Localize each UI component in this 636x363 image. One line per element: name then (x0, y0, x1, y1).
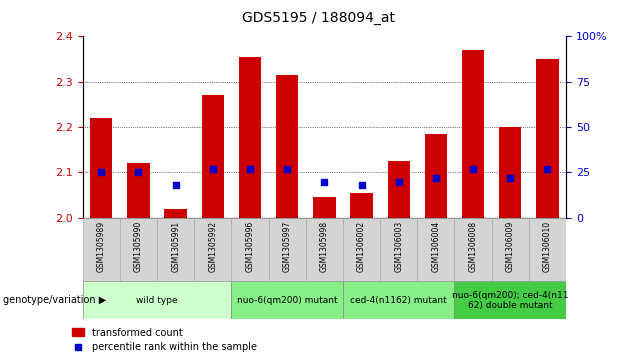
Point (394, 179, 404, 184)
Bar (165, 209, 187, 218)
Bar (380, 218, 417, 281)
Text: nuo-6(qm200) mutant: nuo-6(qm200) mutant (237, 296, 338, 305)
Bar (455, 218, 492, 281)
Text: nuo-6(qm200); ced-4(n11
62) double mutant: nuo-6(qm200); ced-4(n11 62) double mutan… (452, 291, 569, 310)
Legend: transformed count, percentile rank within the sample: transformed count, percentile rank withi… (69, 324, 261, 356)
Point (468, 166, 478, 172)
Text: GSM1305991: GSM1305991 (171, 221, 180, 272)
Point (319, 179, 329, 184)
Point (543, 166, 553, 172)
Bar (425, 134, 447, 218)
Text: GSM1306004: GSM1306004 (431, 221, 440, 272)
Text: wild type: wild type (136, 296, 178, 305)
Bar (462, 50, 484, 218)
Bar (343, 218, 380, 281)
Text: GSM1305989: GSM1305989 (97, 221, 106, 272)
Point (356, 182, 366, 188)
Text: GSM1305992: GSM1305992 (209, 221, 218, 272)
Bar (536, 59, 558, 218)
Bar (120, 218, 157, 281)
Bar (350, 193, 373, 218)
Point (245, 166, 255, 172)
Point (505, 175, 515, 181)
Point (431, 175, 441, 181)
Bar (313, 197, 336, 218)
Text: GSM1305990: GSM1305990 (134, 221, 143, 272)
Bar (343, 281, 455, 319)
Text: GSM1306008: GSM1306008 (469, 221, 478, 272)
Point (170, 182, 181, 188)
Text: ced-4(n1162) mutant: ced-4(n1162) mutant (350, 296, 447, 305)
Bar (239, 57, 261, 218)
Text: GSM1306009: GSM1306009 (506, 221, 515, 272)
Text: GSM1305996: GSM1305996 (245, 221, 254, 272)
Text: GSM1305997: GSM1305997 (282, 221, 292, 272)
Bar (276, 75, 298, 218)
Bar (492, 218, 529, 281)
Bar (232, 281, 343, 319)
Point (208, 166, 218, 172)
Bar (83, 281, 232, 319)
Text: GSM1305998: GSM1305998 (320, 221, 329, 272)
Bar (387, 161, 410, 218)
Bar (529, 218, 566, 281)
Bar (194, 218, 232, 281)
Point (96, 170, 106, 175)
Text: GSM1306010: GSM1306010 (543, 221, 552, 272)
Text: GSM1306003: GSM1306003 (394, 221, 403, 272)
Bar (268, 218, 306, 281)
Bar (306, 218, 343, 281)
Bar (90, 118, 113, 218)
Text: GDS5195 / 188094_at: GDS5195 / 188094_at (242, 11, 394, 25)
Bar (127, 163, 149, 218)
Point (282, 166, 293, 172)
Bar (455, 281, 566, 319)
Bar (232, 218, 268, 281)
Bar (202, 95, 224, 218)
Bar (157, 218, 194, 281)
Point (134, 170, 144, 175)
Text: genotype/variation ▶: genotype/variation ▶ (3, 295, 106, 305)
Text: GSM1306002: GSM1306002 (357, 221, 366, 272)
Bar (499, 127, 522, 218)
Bar (83, 218, 120, 281)
Bar (417, 218, 455, 281)
